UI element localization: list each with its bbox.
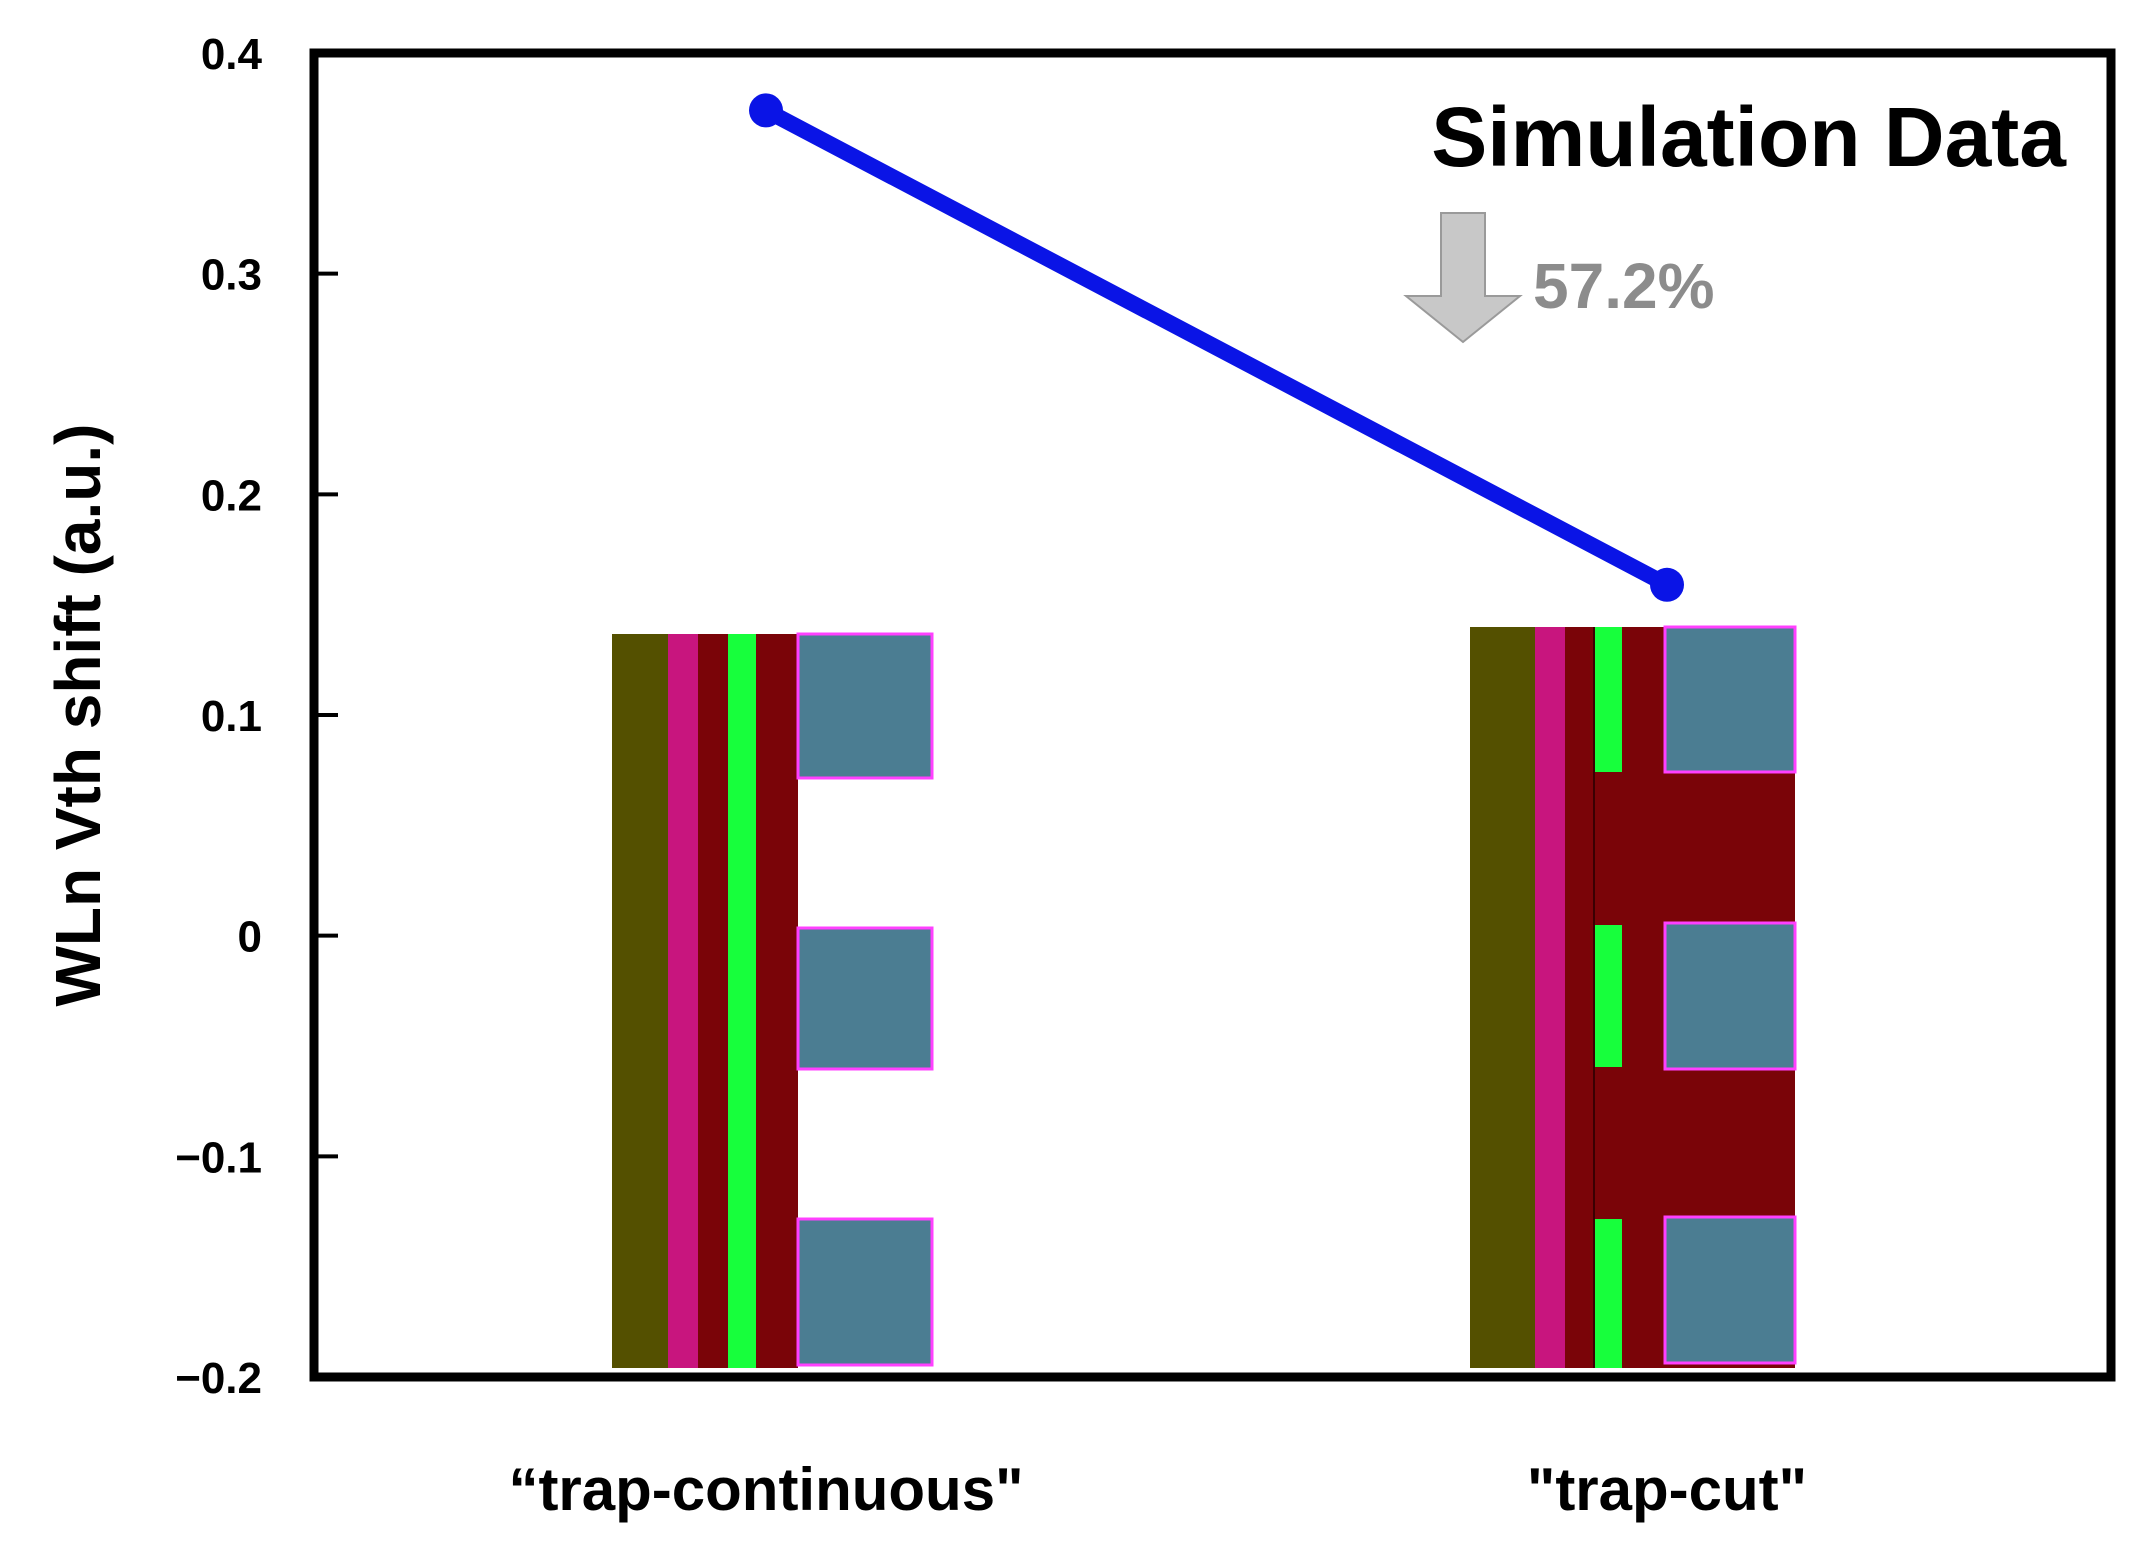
data-point: [1650, 567, 1684, 602]
series-line: [758, 102, 1675, 593]
annotation-reduction-percent: 57.2%: [1533, 250, 1714, 322]
y-axis-title: WLn Vth shift (a.u.): [42, 424, 114, 1007]
y-tick-label: 0: [238, 913, 262, 962]
x-category-label: "trap-cut": [1527, 1456, 1807, 1523]
structure-illustration-trap-cut: [1470, 625, 1797, 1368]
y-axis: 0.4 0.3 0.2 0.1 0 −0.1 −0.2: [175, 30, 338, 1403]
y-tick-label: −0.2: [175, 1354, 262, 1403]
x-category-label: “trap-continuous": [508, 1456, 1023, 1523]
x-axis: “trap-continuous" "trap-cut": [508, 1456, 1807, 1523]
data-point: [749, 93, 783, 128]
y-tick-label: 0.4: [201, 30, 263, 79]
down-arrow-icon: [1403, 212, 1523, 344]
annotation-simulation-data: Simulation Data: [1431, 90, 2067, 184]
structure-illustration-trap-continuous: [612, 632, 934, 1368]
y-tick-label: 0.3: [201, 251, 262, 300]
plot-frame: [309, 48, 2116, 1382]
y-tick-label: −0.1: [175, 1133, 262, 1182]
y-tick-label: 0.1: [201, 692, 262, 741]
y-tick-label: 0.2: [201, 471, 262, 520]
series-group: [749, 93, 1684, 602]
